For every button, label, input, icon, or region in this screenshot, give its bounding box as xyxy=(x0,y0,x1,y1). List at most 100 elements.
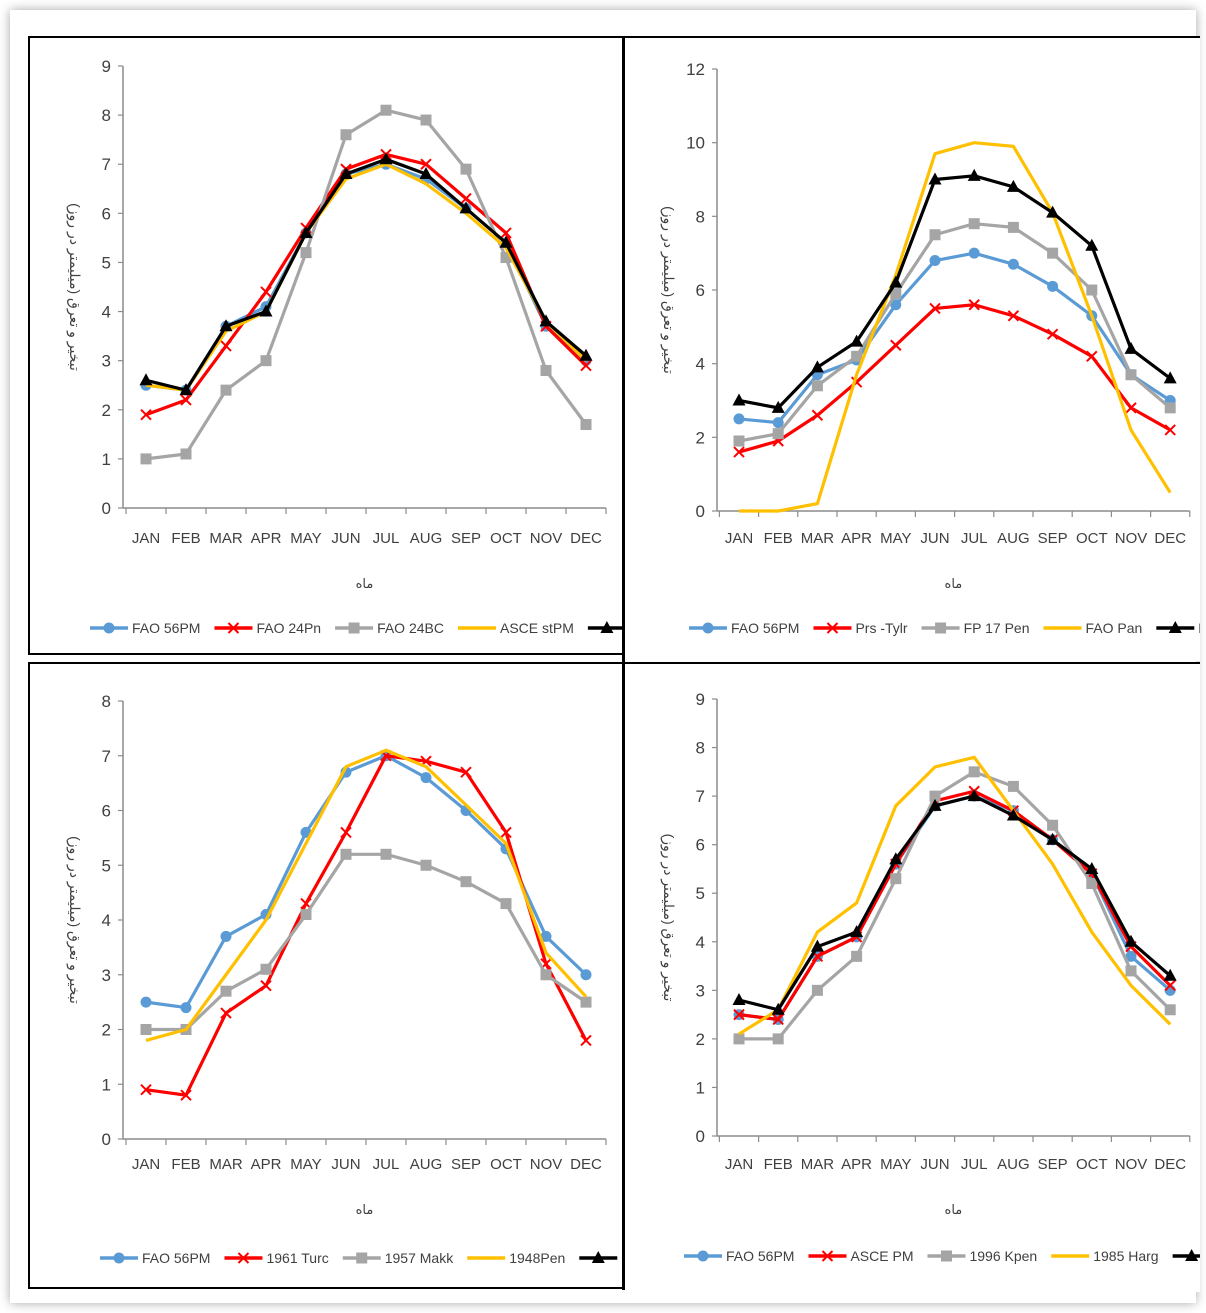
x-tick-label: MAY xyxy=(880,530,911,547)
data-point xyxy=(1007,310,1020,322)
series-line xyxy=(145,748,588,1042)
data-point xyxy=(850,925,864,938)
data-point xyxy=(179,383,193,396)
data-point xyxy=(1164,1004,1176,1016)
legend-swatch-marker xyxy=(591,1251,605,1263)
data-point xyxy=(851,350,863,362)
data-point xyxy=(732,993,746,1006)
y-tick-label: 8 xyxy=(696,739,705,758)
data-point xyxy=(929,790,941,802)
plot-area xyxy=(139,104,593,465)
series-line xyxy=(145,152,588,417)
data-point xyxy=(851,950,863,962)
legend: FAO 56PM Prs -Tylr FP 17 Pen FAO Pan FAO 24R… xyxy=(689,620,1200,636)
data-point xyxy=(889,852,903,865)
data-point xyxy=(500,252,512,264)
y-tick-label: 8 xyxy=(102,692,111,711)
data-point xyxy=(220,384,232,396)
data-point xyxy=(929,302,941,315)
data-point xyxy=(771,400,785,413)
legend-swatch-marker xyxy=(348,622,360,634)
y-tick-label: 10 xyxy=(686,134,705,153)
data-point xyxy=(140,408,152,421)
legend-entry: FAO 56PM xyxy=(132,620,200,636)
axes: 0 1 2 3 4 5 6 7 8 9 JAN FEB MAR APR MAY JUN JUL AUG SEP OCT… xyxy=(66,57,607,591)
data-point xyxy=(1046,328,1059,340)
data-point xyxy=(771,1002,785,1015)
x-tick-label: SEP xyxy=(451,1156,481,1173)
x-tick-label: OCT xyxy=(1076,1156,1108,1173)
data-point xyxy=(733,446,745,458)
panel-divider xyxy=(622,36,625,1290)
y-tick-label: 9 xyxy=(696,690,705,709)
x-tick-label: APR xyxy=(841,1156,872,1173)
data-point xyxy=(1086,350,1098,363)
y-tick-label: 5 xyxy=(696,884,705,903)
data-point xyxy=(580,996,592,1008)
legend-entry: FAO 24Pn xyxy=(256,620,321,636)
data-point xyxy=(1164,979,1176,992)
x-tick-label: OCT xyxy=(490,1156,522,1173)
series-line xyxy=(738,174,1172,410)
y-tick-label: 3 xyxy=(696,981,705,1000)
data-point xyxy=(140,1084,152,1096)
data-point xyxy=(499,235,513,248)
y-tick-label: 6 xyxy=(696,836,705,855)
data-point xyxy=(1046,205,1060,218)
data-point xyxy=(180,1002,192,1014)
data-point xyxy=(968,766,980,778)
plot-area xyxy=(140,748,592,1101)
legend-swatch-marker xyxy=(600,621,614,633)
data-point xyxy=(219,319,233,332)
data-point xyxy=(1124,934,1138,947)
y-tick-label: 5 xyxy=(102,856,111,875)
axes: 0 1 2 3 4 5 6 7 8 9 JAN FEB MAR APR MAY JUN JUL AUG SEP OCT… xyxy=(660,690,1191,1217)
series-line xyxy=(738,222,1172,443)
data-point xyxy=(380,104,392,116)
y-axis-title: تبخیر و تعرق (میلیمتر در روز) xyxy=(66,836,83,1004)
x-axis-title: ماه xyxy=(356,576,374,591)
data-point xyxy=(220,340,232,352)
data-point xyxy=(772,428,784,440)
x-tick-label: MAY xyxy=(290,1156,321,1173)
legend-entry: FAO 56PM xyxy=(142,1250,210,1266)
legend-swatch-marker xyxy=(940,1250,952,1262)
data-point xyxy=(1047,247,1059,259)
x-tick-label: JAN xyxy=(132,1156,160,1173)
data-point xyxy=(459,201,473,214)
legend-entry: FAO 56PM xyxy=(731,620,799,636)
legend-entry: 1961 Turc xyxy=(266,1250,328,1266)
chart-top-right: 0 2 4 6 8 10 12 JAN FEB MAR APR MAY JUN JUL AUG SEP OCT N… xyxy=(660,60,1200,636)
legend-entry: 1948Pen xyxy=(509,1250,565,1266)
data-point xyxy=(889,275,903,288)
series-line xyxy=(739,770,1172,1041)
legend-entry: FAO 24Rd xyxy=(1198,620,1200,636)
chart-panel-bottom-left: 0 1 2 3 4 5 6 7 8 JAN FEB MAR APR MAY JUN JUL AUG SEP OCT N… xyxy=(28,662,628,1289)
data-point xyxy=(1086,878,1098,890)
x-tick-label: JUN xyxy=(331,1156,360,1173)
data-point xyxy=(340,826,352,839)
data-point xyxy=(1086,284,1098,296)
data-point xyxy=(1125,402,1137,414)
legend: FAO 56PM 1961 Turc 1957 Makk 1948Pen xyxy=(100,1250,618,1266)
chart-bottom-right: 0 1 2 3 4 5 6 7 8 9 JAN FEB MAR APR MAY JUN JUL AUG SEP OCT… xyxy=(660,690,1200,1264)
legend-entry: FAO Pan xyxy=(1085,620,1142,636)
x-tick-label: APR xyxy=(251,530,282,547)
data-point xyxy=(580,1034,592,1047)
legend-swatch-marker xyxy=(1185,1249,1199,1261)
series-line xyxy=(145,108,588,461)
x-tick-label: APR xyxy=(841,530,872,547)
y-tick-label: 2 xyxy=(696,428,705,447)
data-point xyxy=(420,772,432,784)
data-point xyxy=(420,158,432,170)
data-point xyxy=(928,798,942,811)
data-point xyxy=(1007,221,1019,233)
x-tick-label: AUG xyxy=(410,1156,443,1173)
data-point xyxy=(540,969,552,981)
x-tick-label: SEP xyxy=(451,530,481,547)
y-tick-label: 1 xyxy=(696,1078,705,1097)
legend-swatch-marker xyxy=(826,622,839,634)
data-point xyxy=(260,963,272,975)
x-tick-label: OCT xyxy=(1076,530,1108,547)
y-tick-label: 7 xyxy=(102,747,111,766)
